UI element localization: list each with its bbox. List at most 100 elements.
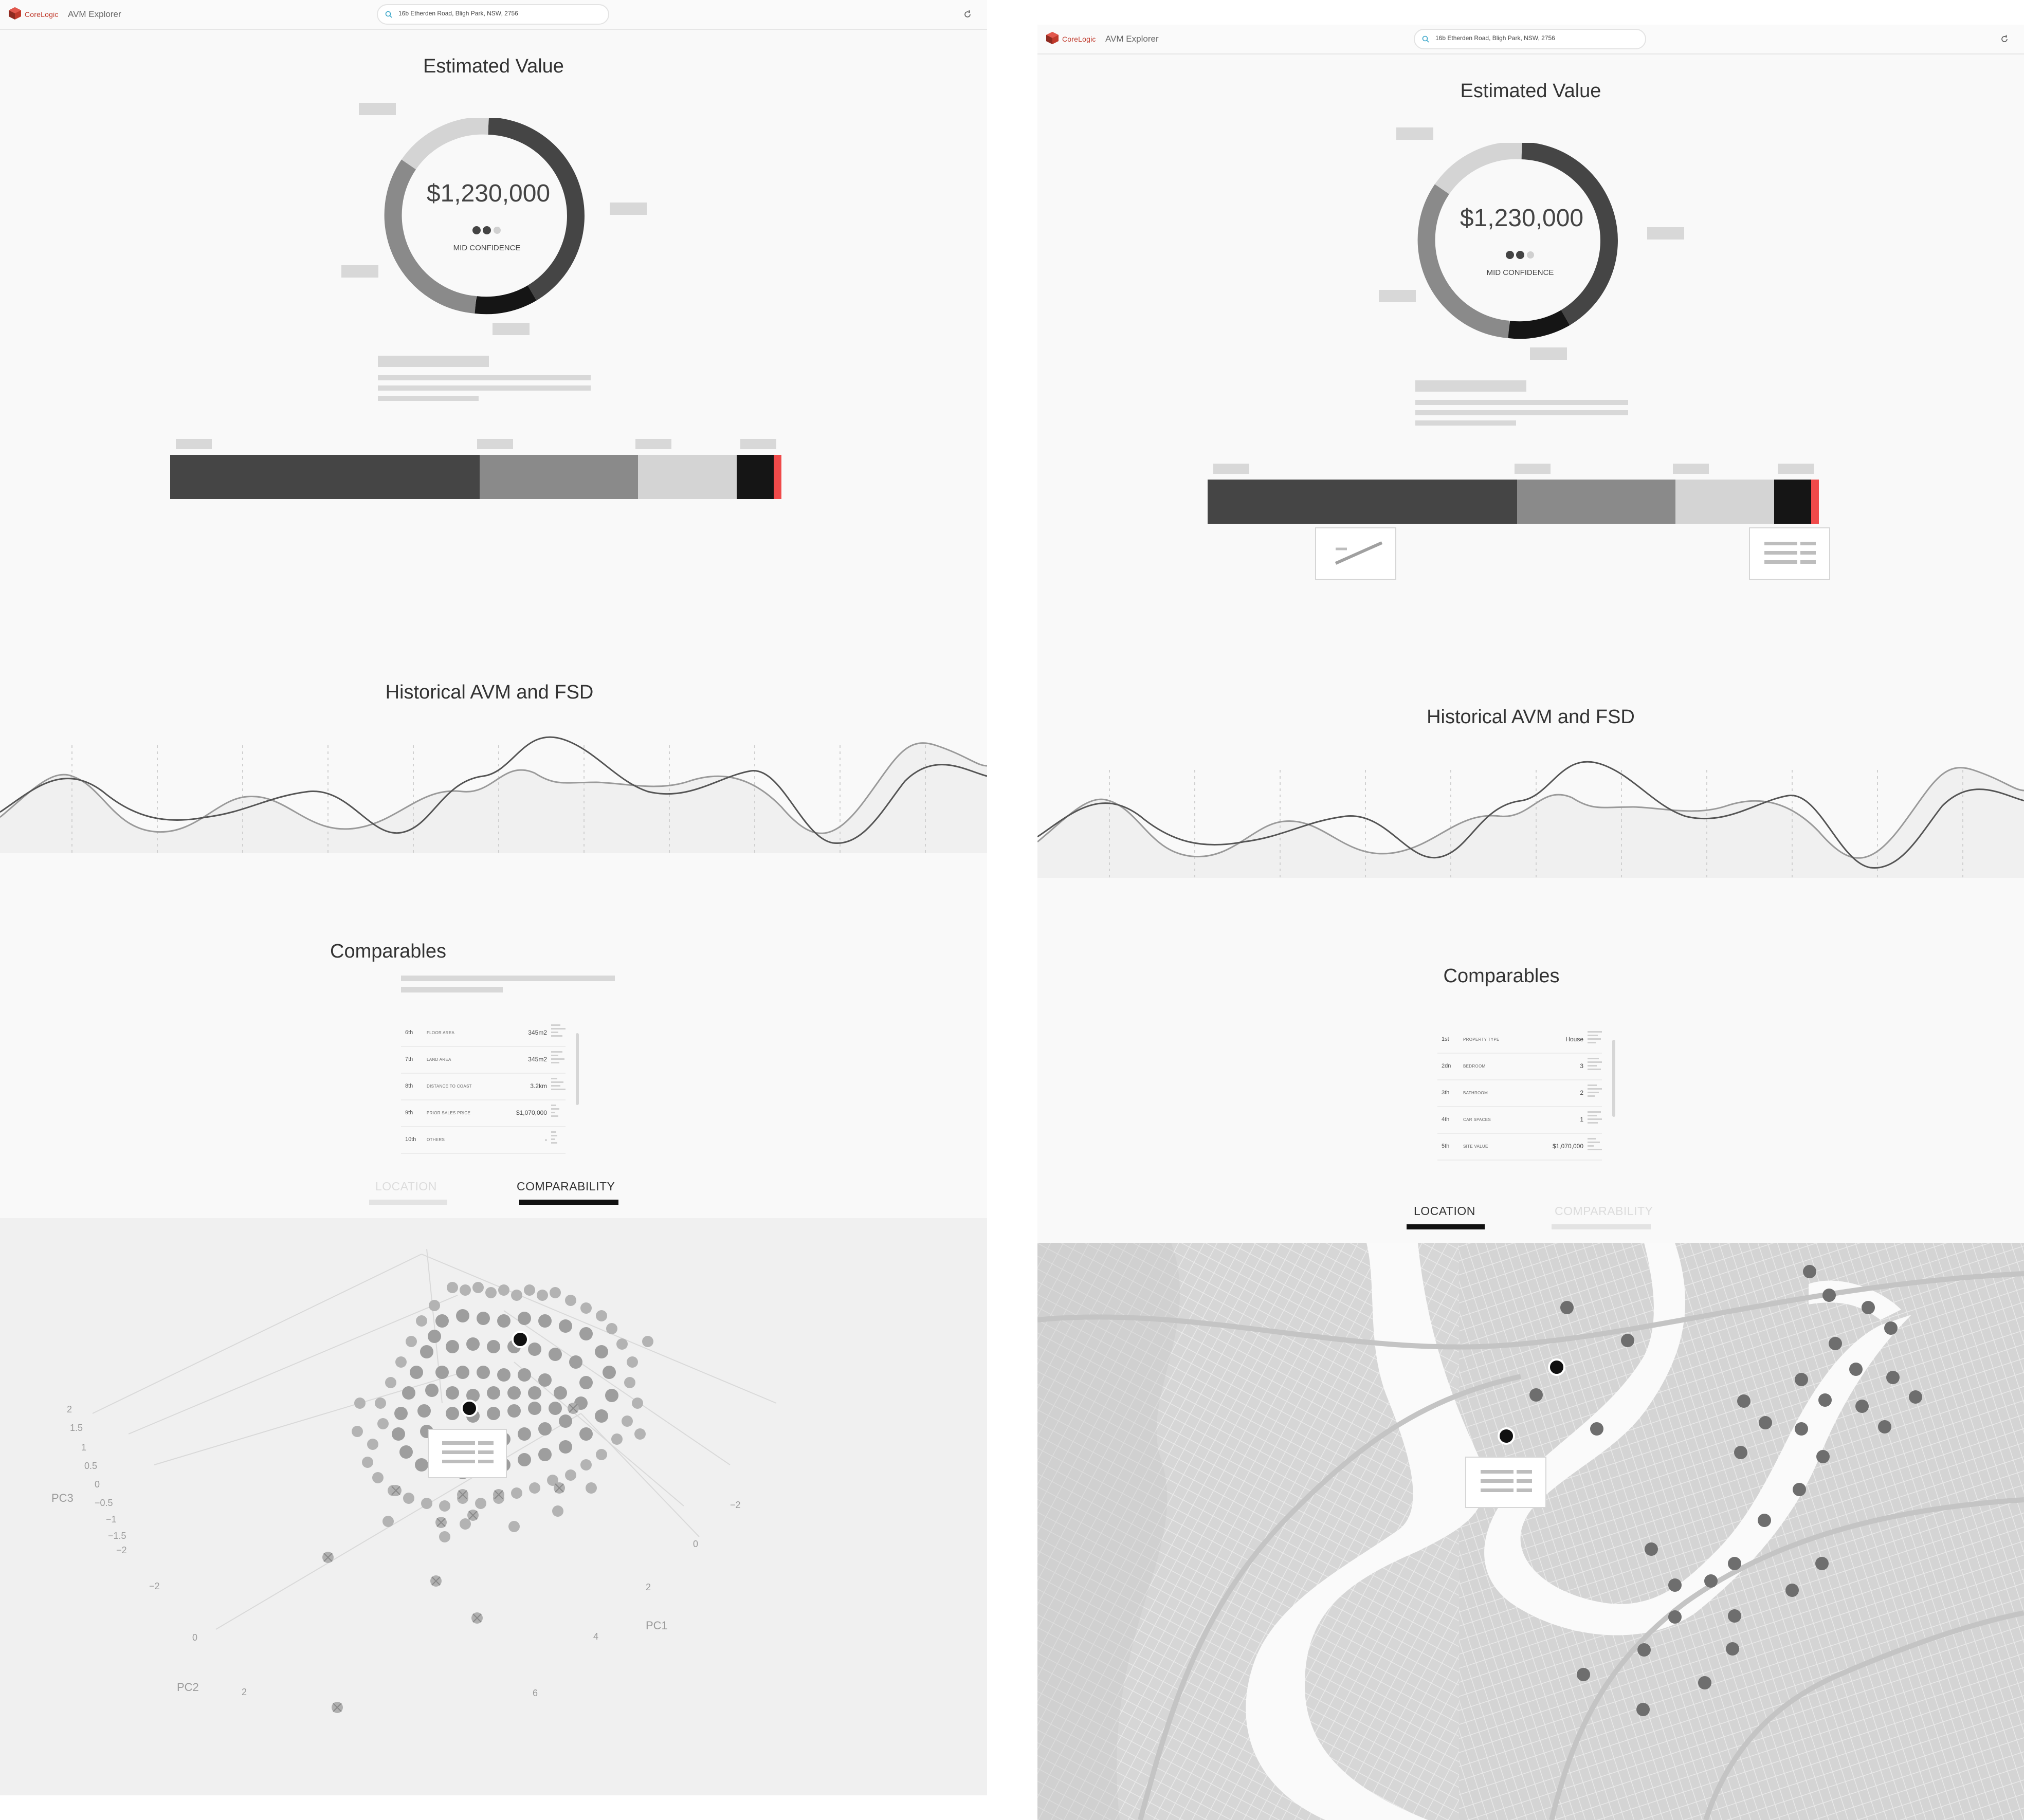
- selected-point[interactable]: [512, 1331, 529, 1348]
- row-rank: 7th: [405, 1056, 413, 1062]
- app-header: CoreLogic AVM Explorer: [0, 0, 987, 30]
- comparables-title: Comparables: [1443, 965, 1560, 987]
- detail-tooltip-card[interactable]: [1749, 527, 1830, 580]
- selected-comparable-marker[interactable]: [1548, 1358, 1565, 1376]
- trend-tooltip-card[interactable]: [1315, 527, 1396, 580]
- refresh-icon[interactable]: [1999, 34, 2010, 44]
- row-sparkline: [1588, 1111, 1602, 1130]
- table-row[interactable]: 9th PRIOR SALES PRICE $1,070,000: [401, 1100, 566, 1127]
- gauge-label-placeholder: [1530, 347, 1567, 360]
- gauge-label-placeholder: [341, 265, 378, 278]
- tab-location-underline: [369, 1200, 447, 1205]
- pc3-tick: −1.5: [108, 1531, 126, 1541]
- axis-pc3-label: PC3: [51, 1492, 74, 1504]
- table-row[interactable]: 8th DISTANCE TO COAST 3.2km: [401, 1074, 566, 1100]
- table-row[interactable]: 2dn BEDROOM 3: [1437, 1054, 1602, 1080]
- table-row[interactable]: 1st PROPERTY TYPE House: [1437, 1027, 1602, 1054]
- subject-property-point[interactable]: [461, 1400, 478, 1417]
- table-row[interactable]: 6th FLOOR AREA 345m2: [401, 1020, 566, 1047]
- comparable-detail-card[interactable]: [1465, 1457, 1546, 1508]
- comparables-title: Comparables: [330, 941, 446, 962]
- tab-comparability[interactable]: COMPARABILITY: [1555, 1204, 1653, 1218]
- row-sparkline: [1588, 1138, 1602, 1156]
- fsd-line: [0, 742, 987, 834]
- map-highways: [1037, 1271, 2024, 1820]
- table-scrollbar[interactable]: [576, 1033, 579, 1105]
- description-placeholder: [1415, 380, 1526, 392]
- bar-label-placeholder: [635, 439, 671, 449]
- comparables-subtitle-placeholder: [401, 976, 615, 981]
- tab-comparability[interactable]: COMPARABILITY: [517, 1180, 615, 1193]
- value-gauge: $1,230,000 MID CONFIDENCE: [384, 118, 585, 315]
- bar-segment-red[interactable]: [774, 455, 781, 499]
- row-label: LAND AREA: [427, 1057, 451, 1062]
- confidence-label: MID CONFIDENCE: [453, 244, 521, 252]
- bar-segment-black[interactable]: [1774, 480, 1811, 524]
- pc2-tick: 2: [242, 1687, 247, 1697]
- comparables-table: 1st PROPERTY TYPE House 2dn BEDROOM 3 3t…: [1437, 1027, 1615, 1171]
- pc1-tick: 4: [593, 1631, 598, 1642]
- comparability-3d-plot[interactable]: PC3 PC1 PC2 2 1.5 1 0.5 0 −0.5 −1 −1.5 −…: [0, 1218, 987, 1795]
- tab-location[interactable]: LOCATION: [375, 1180, 437, 1193]
- map-svg: [1037, 1243, 2024, 1820]
- refresh-icon[interactable]: [962, 9, 973, 20]
- row-value: 345m2: [528, 1029, 547, 1036]
- bar-segment-light[interactable]: [1675, 480, 1774, 524]
- table-row[interactable]: 10th OTHERS -: [401, 1127, 566, 1154]
- table-row[interactable]: 4th CAR SPACES 1: [1437, 1107, 1602, 1134]
- pc3-tick: −1: [106, 1514, 117, 1524]
- bar-segment-mid[interactable]: [480, 455, 638, 499]
- bar-segment-black[interactable]: [737, 455, 774, 499]
- search-icon: [1422, 35, 1429, 43]
- pc1-tick: 0: [693, 1539, 698, 1549]
- value-gauge: $1,230,000 MID CONFIDENCE: [1417, 143, 1618, 339]
- comparable-detail-card[interactable]: [428, 1429, 507, 1478]
- confidence-dot-1: [1506, 251, 1514, 259]
- search-input[interactable]: [398, 10, 601, 17]
- bar-segment-mid[interactable]: [1517, 480, 1675, 524]
- pc3-tick: 0: [95, 1479, 100, 1490]
- bar-segment-dark[interactable]: [1208, 480, 1517, 524]
- row-sparkline: [551, 1024, 566, 1043]
- confidence-label: MID CONFIDENCE: [1487, 268, 1554, 277]
- bar-segment-red[interactable]: [1811, 480, 1819, 524]
- row-value: 3: [1580, 1062, 1583, 1070]
- table-row[interactable]: 3th BATHROOM 2: [1437, 1080, 1602, 1107]
- app-title: AVM Explorer: [1105, 34, 1159, 44]
- bar-segment-light[interactable]: [638, 455, 737, 499]
- avm-line: [1037, 761, 2024, 869]
- row-value: 2: [1580, 1089, 1583, 1096]
- logo-text: CoreLogic: [25, 10, 59, 19]
- row-value: 3.2km: [530, 1082, 547, 1090]
- location-map[interactable]: [1037, 1243, 2024, 1820]
- pc3-tick: 2: [67, 1404, 72, 1414]
- tab-location[interactable]: LOCATION: [1414, 1204, 1475, 1218]
- panel-location-view: CoreLogic AVM Explorer Estimated Value $…: [1037, 25, 2024, 1820]
- pc3-tick: −2: [116, 1545, 127, 1555]
- search-input[interactable]: [1435, 34, 1638, 42]
- row-sparkline: [551, 1078, 566, 1096]
- description-placeholder: [378, 356, 489, 367]
- row-label: BATHROOM: [1463, 1091, 1488, 1095]
- pc1-tick: −2: [730, 1500, 741, 1510]
- row-rank: 5th: [1442, 1143, 1450, 1149]
- row-label: PROPERTY TYPE: [1463, 1037, 1500, 1042]
- row-value: -: [545, 1136, 547, 1143]
- gauge-label-placeholder: [1647, 227, 1684, 240]
- pc2-tick: 0: [192, 1632, 197, 1643]
- bar-segment-dark[interactable]: [170, 455, 480, 499]
- subject-property-marker[interactable]: [1498, 1427, 1515, 1445]
- corelogic-logo-icon: [1046, 32, 1059, 44]
- address-search[interactable]: [1414, 29, 1646, 49]
- pc2-tick: −2: [149, 1581, 160, 1591]
- address-search[interactable]: [377, 4, 609, 25]
- row-rank: 10th: [405, 1136, 416, 1143]
- historical-avm-chart: [0, 736, 987, 853]
- tab-location-underline: [1407, 1224, 1485, 1229]
- row-rank: 6th: [405, 1030, 413, 1036]
- row-rank: 2dn: [1442, 1063, 1451, 1069]
- table-scrollbar[interactable]: [1612, 1040, 1615, 1117]
- table-row[interactable]: 7th LAND AREA 345m2: [401, 1047, 566, 1074]
- axis-pc2-label: PC2: [177, 1681, 199, 1694]
- table-row[interactable]: 5th SITE VALUE $1,070,000: [1437, 1134, 1602, 1161]
